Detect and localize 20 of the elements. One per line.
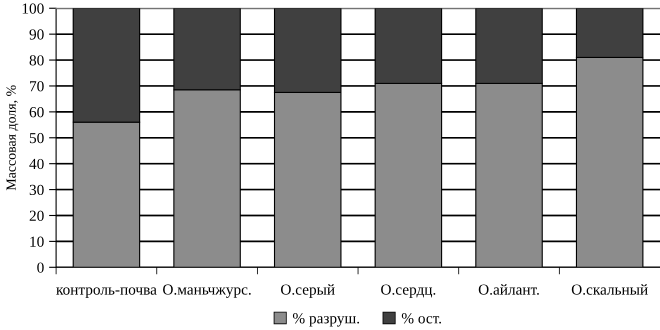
y-tick-label: 40 bbox=[29, 158, 44, 170]
x-tick-label: О.айлант. bbox=[478, 284, 539, 295]
x-tick-label: О.сердц. bbox=[381, 284, 436, 298]
y-tick-label: 60 bbox=[30, 107, 44, 118]
y-tick-label: 10 bbox=[30, 236, 44, 247]
x-tick-label: О.маньчжурс. bbox=[163, 284, 251, 298]
x-tick-label: О.скальный bbox=[572, 284, 648, 295]
legend-label: % разруш. bbox=[292, 313, 360, 327]
x-tick-label: контроль-почва bbox=[56, 287, 157, 298]
legend-label: % ост. bbox=[402, 313, 442, 324]
y-tick-label: 80 bbox=[30, 55, 44, 66]
y-tick-label: 70 bbox=[30, 81, 44, 92]
y-tick-label: 100 bbox=[22, 3, 44, 14]
y-tick-label: 90 bbox=[30, 29, 44, 40]
y-tick-label: 0 bbox=[37, 262, 44, 273]
y-tick-label: 50 bbox=[30, 132, 44, 144]
x-tick-label: О.серый bbox=[281, 284, 335, 298]
y-tick-label: 20 bbox=[30, 210, 44, 221]
y-tick-label: 30 bbox=[30, 184, 44, 196]
y-axis-title: Массовая доля, % bbox=[6, 85, 18, 190]
